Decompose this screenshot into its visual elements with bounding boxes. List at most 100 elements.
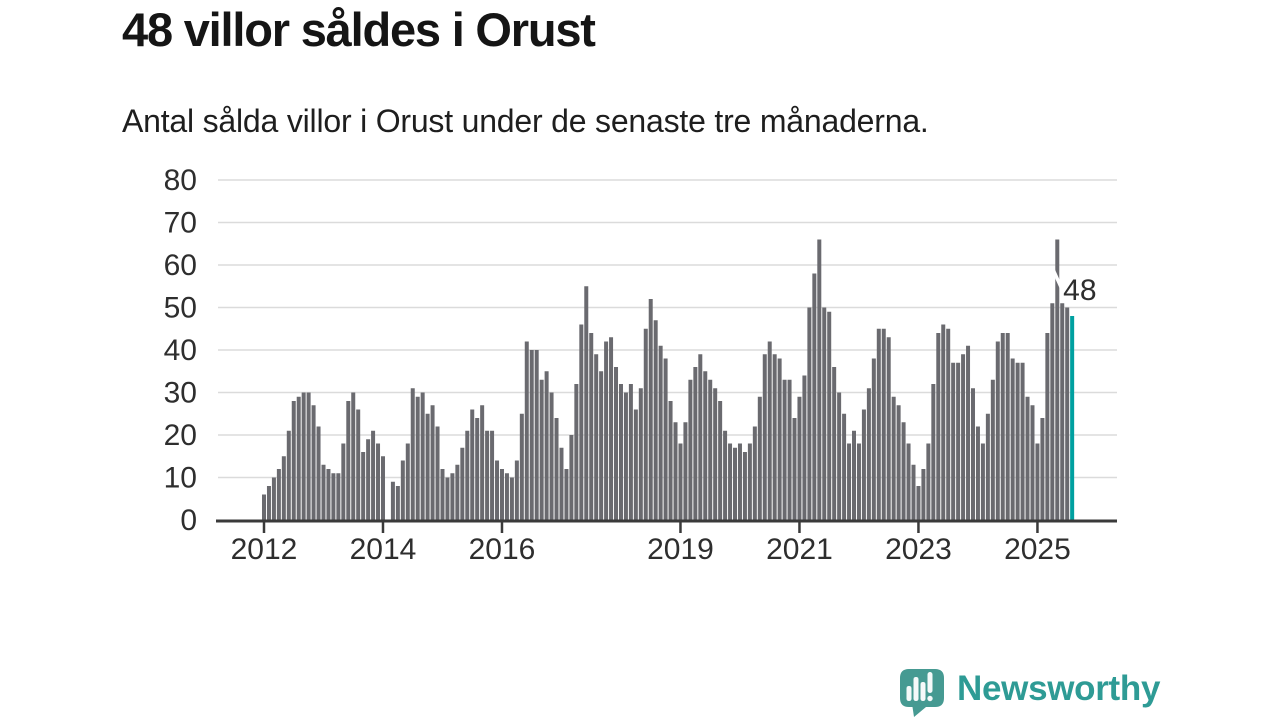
bar [276, 469, 281, 520]
bar [961, 354, 966, 520]
bar [376, 443, 381, 520]
bar [400, 460, 405, 520]
bar [351, 392, 356, 520]
bar [747, 443, 752, 520]
bar [742, 452, 747, 520]
y-axis-tick-label: 20 [164, 419, 197, 452]
bar [807, 307, 812, 520]
bar [271, 477, 276, 520]
bar [529, 350, 534, 520]
bar [490, 430, 495, 520]
bar [589, 333, 594, 520]
bar [614, 367, 619, 520]
y-axis-tick-label: 30 [164, 377, 197, 410]
bar [569, 435, 574, 520]
bar [762, 354, 767, 520]
bar [460, 447, 465, 520]
bar [1035, 443, 1040, 520]
bar [896, 405, 901, 520]
bar [604, 341, 609, 520]
bar [1055, 239, 1060, 520]
x-axis-tick-label: 2014 [350, 533, 417, 566]
bar [767, 341, 772, 520]
bar [514, 460, 519, 520]
bar [752, 426, 757, 520]
bar [941, 324, 946, 520]
bar [980, 443, 985, 520]
annotation-slash [1051, 268, 1065, 293]
bar [772, 354, 777, 520]
bar [663, 358, 668, 520]
bar [554, 418, 559, 520]
bar [1030, 405, 1035, 520]
bar [658, 345, 663, 520]
bar [445, 477, 450, 520]
bar [1040, 418, 1045, 520]
bar [485, 430, 490, 520]
bar [311, 405, 316, 520]
bar [926, 443, 931, 520]
bar [881, 328, 886, 520]
bar [787, 379, 792, 520]
bar [599, 371, 604, 520]
bar [946, 328, 951, 520]
bar [1045, 333, 1050, 520]
bar [584, 286, 589, 520]
bar [475, 418, 480, 520]
y-axis-tick-label: 80 [164, 164, 197, 197]
x-axis-tick-label: 2012 [231, 533, 298, 566]
bar [718, 401, 723, 520]
bar [356, 409, 361, 520]
bar [519, 413, 524, 520]
bar [797, 396, 802, 520]
x-axis-tick-label: 2016 [469, 533, 536, 566]
bar [975, 426, 980, 520]
bar [703, 371, 708, 520]
bar [504, 473, 509, 520]
bar [534, 350, 539, 520]
bar [405, 443, 410, 520]
y-axis-tick-label: 10 [164, 462, 197, 495]
bar [544, 371, 549, 520]
bar [1065, 307, 1070, 520]
bar [410, 388, 415, 520]
brand-wordmark: Newsworthy [957, 668, 1161, 708]
bar [618, 384, 623, 520]
bar [1060, 303, 1065, 520]
x-axis-tick-label: 2023 [885, 533, 952, 566]
bar [559, 447, 564, 520]
bar [688, 379, 693, 520]
bar [574, 384, 579, 520]
bar [465, 430, 470, 520]
bar [455, 464, 460, 520]
x-axis-tick-label: 2019 [647, 533, 714, 566]
bar [683, 422, 688, 520]
x-axis-tick-label: 2021 [766, 533, 833, 566]
bar [822, 307, 827, 520]
bar [291, 401, 296, 520]
highlighted-bar [1070, 316, 1075, 520]
logo-speech-bubble-icon [900, 669, 944, 717]
bar [653, 320, 658, 520]
bar [420, 392, 425, 520]
bar [638, 388, 643, 520]
bar [802, 375, 807, 520]
bar [609, 337, 614, 520]
bar [306, 392, 311, 520]
bar [713, 388, 718, 520]
bar [985, 413, 990, 520]
bar [524, 341, 529, 520]
bar [1000, 333, 1005, 520]
bar [390, 481, 395, 520]
mini-bar-chart-glyph [906, 672, 933, 702]
bar [931, 384, 936, 520]
bar [594, 354, 599, 520]
bar [990, 379, 995, 520]
bar [435, 426, 440, 520]
bar [628, 384, 633, 520]
bar [643, 328, 648, 520]
bar [1020, 362, 1025, 520]
bar [450, 473, 455, 520]
bar [866, 388, 871, 520]
